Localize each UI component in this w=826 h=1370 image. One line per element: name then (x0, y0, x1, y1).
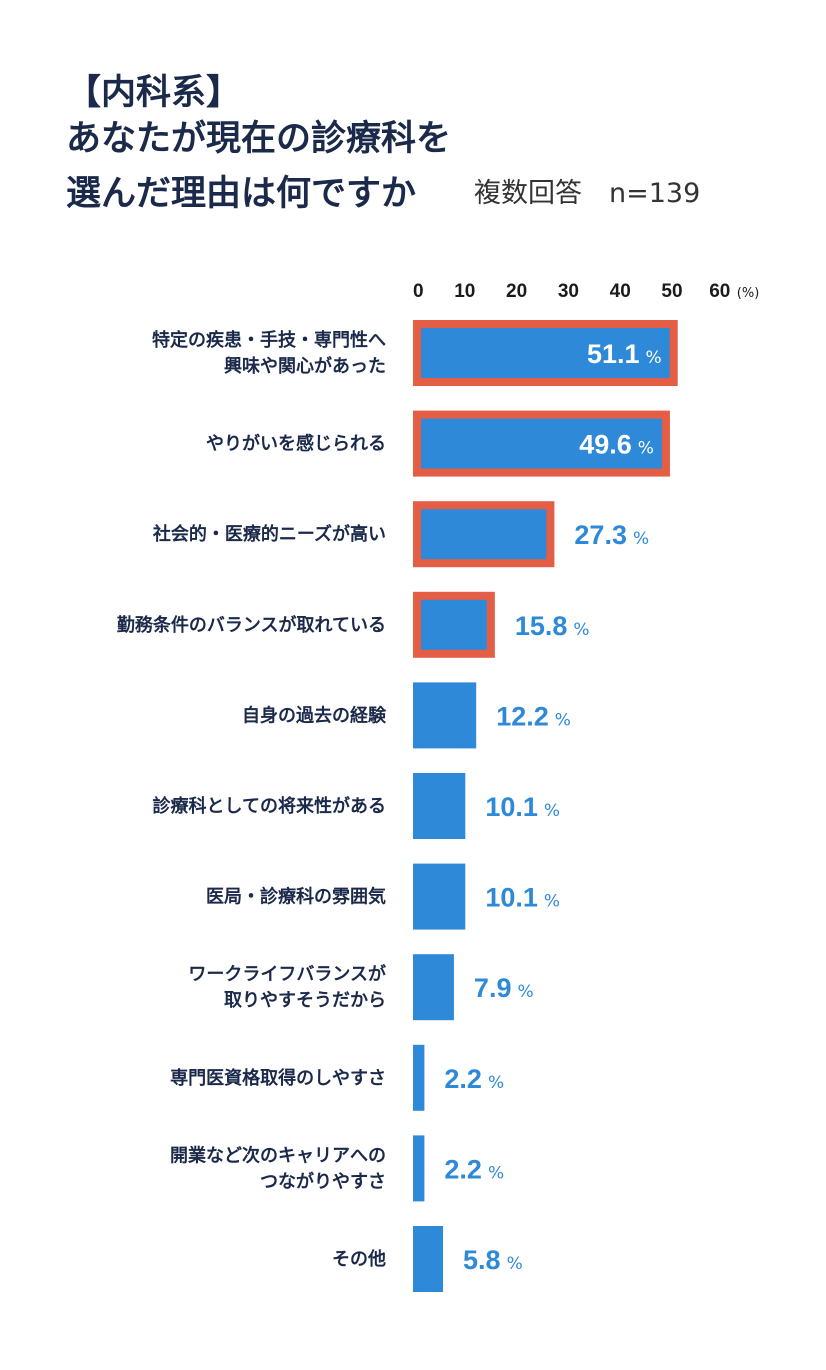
data-label-value: 51.1 (587, 339, 640, 369)
data-label-unit: % (544, 801, 560, 821)
data-label: 2.2% (444, 1154, 504, 1184)
category-label: その他 (332, 1248, 386, 1270)
bar (413, 863, 466, 930)
data-label-value: 15.8 (515, 611, 568, 641)
data-label-unit: % (488, 1163, 504, 1183)
data-label-value: 2.2 (444, 1064, 482, 1094)
bar (413, 1226, 444, 1292)
bar (413, 682, 477, 749)
data-label: 27.3% (574, 520, 649, 550)
data-label-value: 12.2 (496, 701, 549, 731)
bar (413, 1135, 425, 1202)
category-label: 社会的・医療的ニーズが高い (153, 523, 386, 545)
data-label-unit: % (544, 892, 560, 912)
bar (413, 1044, 425, 1111)
category-label-line: ワークライフバランスが (188, 963, 386, 985)
category-label: 特定の疾患・手技・専門性へ興味や関心があった (152, 329, 386, 377)
category-label-line: 興味や関心があった (224, 355, 386, 377)
data-label-value: 10.1 (485, 883, 538, 913)
category-label-line: 診療科としての将来性がある (153, 795, 386, 817)
category-label-line: 専門医資格取得のしやすさ (170, 1067, 386, 1089)
x-tick-label: 40 (610, 281, 631, 302)
data-label-unit: % (638, 439, 654, 459)
data-label-value: 10.1 (485, 792, 538, 822)
x-tick-label: 30 (558, 281, 579, 302)
data-label-unit: % (573, 620, 589, 640)
bar-highlighted (413, 501, 555, 568)
data-label: 15.8% (515, 611, 590, 641)
title-line-1: 【内科系】 (66, 73, 242, 113)
data-label: 5.8% (463, 1245, 523, 1275)
x-tick-label: 50 (661, 281, 682, 302)
category-label-line: 自身の過去の経験 (242, 704, 387, 726)
title-line-2: あなたが現在の診療科を (66, 119, 452, 159)
x-tick-label: 10 (454, 281, 475, 302)
data-label: 10.1% (485, 883, 560, 913)
data-label-unit: % (517, 982, 533, 1002)
data-label: 2.2% (444, 1064, 504, 1094)
category-label: 医局・診療科の雰囲気 (206, 886, 386, 908)
data-label: 12.2% (496, 701, 571, 731)
data-label-value: 27.3 (574, 520, 627, 550)
x-tick-label: 0 (413, 281, 424, 302)
data-label-unit: % (646, 348, 662, 368)
x-tick-label: 20 (506, 281, 527, 302)
data-label: 10.1% (485, 792, 560, 822)
category-label: ワークライフバランスが取りやすそうだから (188, 963, 386, 1011)
category-label-line: 特定の疾患・手技・専門性へ (152, 329, 386, 351)
data-label-value: 7.9 (474, 973, 512, 1003)
category-label: 開業など次のキャリアへのつながりやすさ (170, 1144, 386, 1192)
category-label: 勤務条件のバランスが取れている (117, 614, 386, 636)
x-axis-unit: (%) (737, 286, 760, 301)
data-label-unit: % (555, 710, 571, 730)
category-label-line: その他 (332, 1248, 386, 1270)
category-label-line: 医局・診療科の雰囲気 (206, 886, 386, 908)
category-label: 診療科としての将来性がある (153, 795, 386, 817)
data-label-unit: % (488, 1073, 504, 1093)
bar-highlighted (413, 410, 670, 477)
x-tick-label: 60 (709, 281, 730, 302)
data-label: 49.6% (579, 430, 654, 460)
data-label: 7.9% (474, 973, 534, 1003)
bar (413, 954, 454, 1021)
title-line-3: 選んだ理由は何ですか (66, 174, 417, 214)
category-label-line: やりがいを感じられる (206, 433, 386, 455)
bar (413, 773, 466, 839)
data-label: 51.1% (587, 339, 662, 369)
subtitle: 複数回答 n=139 (474, 178, 701, 209)
category-label-line: つながりやすさ (260, 1170, 386, 1192)
data-label-unit: % (507, 1254, 523, 1274)
category-label-line: 開業など次のキャリアへの (170, 1144, 386, 1166)
data-label-value: 5.8 (463, 1245, 501, 1275)
data-label-unit: % (633, 529, 649, 549)
category-label: 自身の過去の経験 (242, 704, 387, 726)
bar-highlighted (413, 320, 678, 386)
category-label-line: 勤務条件のバランスが取れている (117, 614, 386, 636)
category-label: やりがいを感じられる (206, 433, 386, 455)
category-label-line: 取りやすそうだから (224, 990, 386, 1011)
data-label-value: 49.6 (579, 430, 632, 460)
category-label-line: 社会的・医療的ニーズが高い (153, 523, 386, 545)
bar-highlighted (413, 591, 495, 658)
data-label-value: 2.2 (444, 1154, 482, 1184)
category-label: 専門医資格取得のしやすさ (170, 1067, 386, 1089)
